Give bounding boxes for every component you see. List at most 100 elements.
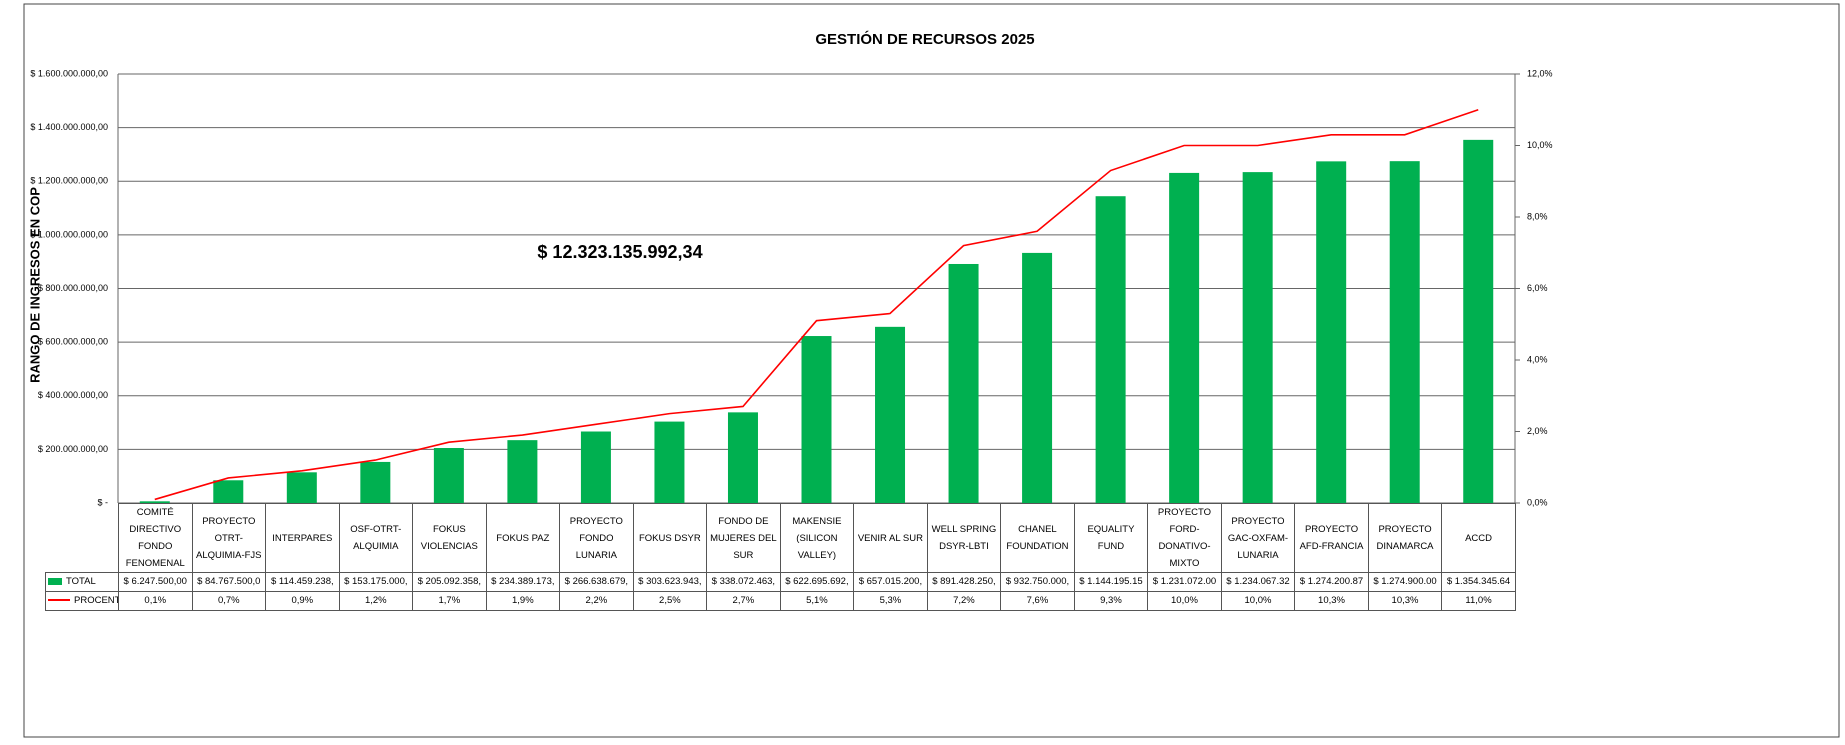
y2-tick-label: 4,0%: [1527, 354, 1548, 364]
bar: [948, 263, 979, 503]
y2-tick-label: 2,0%: [1527, 426, 1548, 436]
bar: [139, 501, 170, 503]
value-label: $ 1.274.900.00: [1367, 572, 1443, 592]
value-label: $ 891.428.250,: [926, 572, 1002, 592]
category-label: WELL SPRING DSYR-LBTI: [926, 503, 1002, 573]
bar: [213, 480, 244, 503]
category-label: FOKUS PAZ: [485, 503, 561, 573]
bar: [875, 326, 906, 503]
value-label: $ 234.389.173,: [485, 572, 561, 592]
bar: [727, 412, 758, 503]
value-label: $ 1.234.067.32: [1220, 572, 1296, 592]
series-row: PROCENTAJE0,1%0,7%0,9%1,2%1,7%1,9%2,2%2,…: [45, 591, 1516, 611]
bar: [1095, 196, 1126, 503]
category-label: FOKUS DSYR: [632, 503, 708, 573]
value-label: 2,5%: [632, 591, 708, 611]
value-label: $ 1.231.072.00: [1147, 572, 1222, 592]
y-tick-label: $ 1.000.000.000,00: [30, 229, 108, 239]
series-row: TOTAL $ 6.247.500,00 $ 84.767.500,0 $ 114.4…: [45, 572, 1516, 592]
value-label: $ 622.695.692,: [779, 572, 855, 592]
value-label: $ 84.767.500,0: [191, 572, 267, 592]
line: [154, 108, 1479, 501]
bar: [1316, 161, 1347, 503]
category-label: FOKUS VIOLENCIAS: [412, 503, 487, 573]
value-label: 11,0%: [1441, 591, 1516, 611]
bar: [801, 336, 832, 503]
category-label: INTERPARES: [265, 503, 340, 573]
bar: [286, 472, 317, 503]
bar: [1242, 172, 1273, 503]
y2-tick-label: 6,0%: [1527, 283, 1548, 293]
annotation: $ 12.323.135.992,34: [537, 242, 702, 262]
legend-key: [48, 577, 62, 585]
category-label: VENIR AL SUR: [853, 503, 928, 573]
header-row: COMITÉ DIRECTIVO FONDO FENOMENAL PROYECTO…: [45, 503, 1516, 573]
value-label: 10,0%: [1147, 591, 1222, 611]
bar: [654, 421, 685, 503]
legend-cell: TOTAL: [45, 572, 119, 592]
y2-tick-label: 10,0%: [1527, 140, 1553, 150]
value-label: $ 338.072.463,: [706, 572, 781, 592]
y2-tick-label: 0,0%: [1527, 497, 1548, 507]
bar: [1169, 172, 1200, 503]
category-label: FONDO DE MUJERES DEL SUR: [706, 503, 781, 573]
y-axis-label: RANGO DE INGRESOS EN COP: [27, 187, 42, 383]
legend-label: TOTAL: [66, 576, 96, 587]
value-label: 1,2%: [338, 591, 414, 611]
bar: [507, 440, 538, 503]
value-label: $ 1.354.345.64: [1441, 572, 1516, 592]
y-tick-label: $ 1.600.000.000,00: [30, 68, 108, 78]
category-label: PROYECTO AFD-FRANCIA: [1294, 503, 1369, 573]
value-label: $ 657.015.200,: [853, 572, 928, 592]
y2-tick-label: 8,0%: [1527, 211, 1548, 221]
category-label: PROYECTO FORD-DONATIVO-MIXTO: [1147, 503, 1222, 573]
value-label: 10,3%: [1294, 591, 1369, 611]
value-label: 7,6%: [1000, 591, 1075, 611]
legend-cell: PROCENTAJE: [45, 591, 119, 611]
category-label: COMITÉ DIRECTIVO FONDO FENOMENAL: [118, 503, 193, 573]
value-label: 10,3%: [1367, 591, 1443, 611]
bar: [1463, 139, 1494, 503]
legend-label: PROCENTAJE: [74, 595, 118, 606]
value-label: $ 114.459.238,: [265, 572, 340, 592]
legend-key: [48, 599, 70, 602]
corner-cell: [45, 503, 119, 573]
category-label: EQUALITY FUND: [1073, 503, 1149, 573]
y-tick-label: $ 200.000.000,00: [38, 444, 108, 454]
category-label: CHANEL FOUNDATION: [1000, 503, 1075, 573]
bar: [1389, 161, 1420, 504]
bar: [580, 431, 611, 503]
category-label: MAKENSIE (SILICON VALLEY): [779, 503, 855, 573]
value-label: 2,7%: [706, 591, 781, 611]
value-label: $ 932.750.000,: [1000, 572, 1075, 592]
y-tick-label: $ 1.400.000.000,00: [30, 122, 108, 132]
value-label: 9,3%: [1073, 591, 1149, 611]
category-label: PROYECTO OTRT-ALQUIMIA-FJS: [191, 503, 267, 573]
value-label: $ 1.274.200.87: [1294, 572, 1369, 592]
value-label: $ 6.247.500,00: [118, 572, 193, 592]
y-tick-label: $ -: [97, 497, 108, 507]
value-label: 0,1%: [118, 591, 193, 611]
value-label: $ 303.623.943,: [632, 572, 708, 592]
bar: [1022, 252, 1053, 503]
chart-title: GESTIÓN DE RECURSOS 2025: [815, 30, 1034, 48]
value-label: 7,2%: [926, 591, 1002, 611]
bar: [360, 461, 391, 503]
value-label: $ 205.092.358,: [412, 572, 487, 592]
value-label: 10,0%: [1220, 591, 1296, 611]
value-label: 1,7%: [412, 591, 487, 611]
chart-border: [23, 3, 1840, 738]
value-label: $ 266.638.679,: [559, 572, 634, 592]
y-tick-label: $ 600.000.000,00: [38, 337, 108, 347]
y-tick-label: $ 400.000.000,00: [38, 390, 108, 400]
y-tick-label: $ 1.200.000.000,00: [30, 176, 108, 186]
y2-tick-label: 12,0%: [1527, 68, 1553, 78]
value-label: 2,2%: [559, 591, 634, 611]
bar: [433, 448, 464, 503]
value-label: 5,1%: [779, 591, 855, 611]
data-table: COMITÉ DIRECTIVO FONDO FENOMENAL PROYECTO…: [45, 503, 1516, 611]
value-label: 0,9%: [265, 591, 340, 611]
y-tick-label: $ 800.000.000,00: [38, 283, 108, 293]
value-label: $ 1.144.195.15: [1073, 572, 1149, 592]
